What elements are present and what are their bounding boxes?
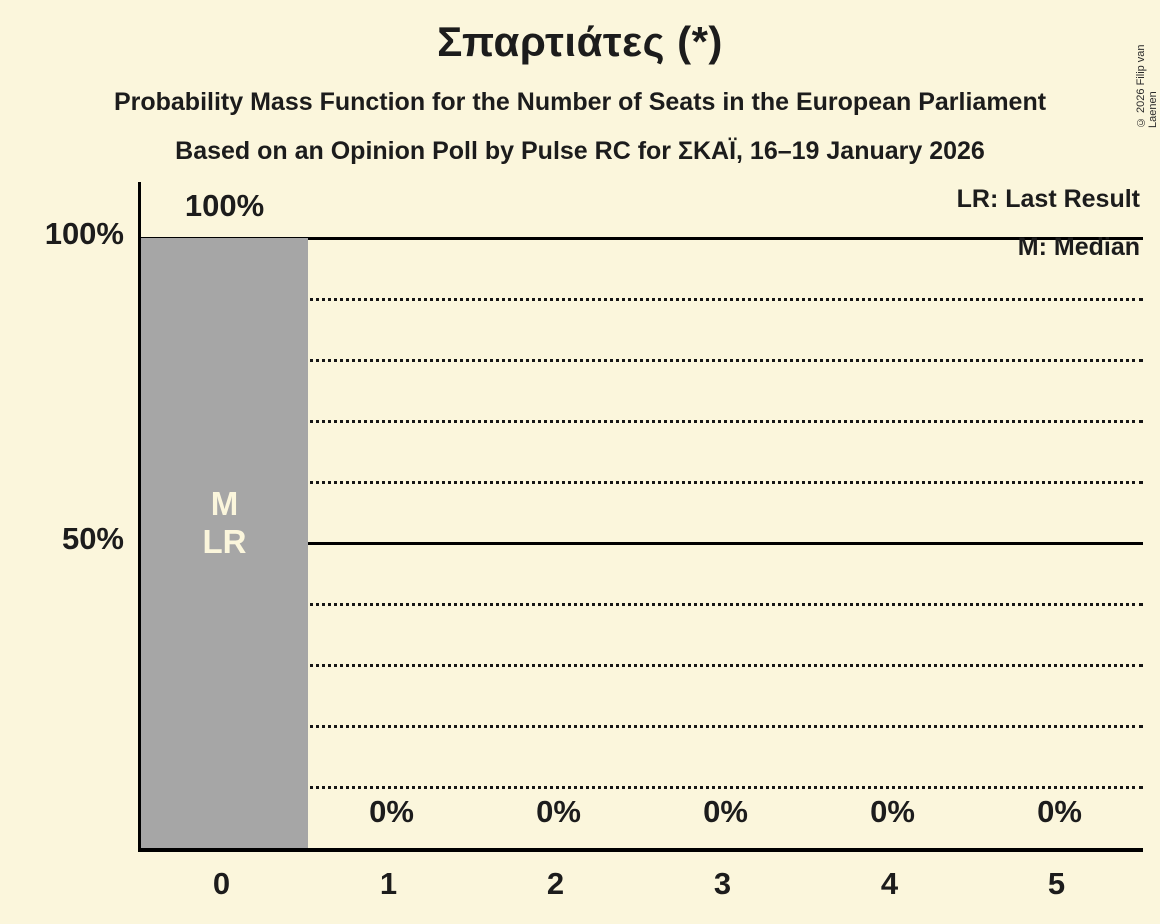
gridline-50pct	[141, 542, 1143, 545]
x-axis-tick-3: 3	[713, 866, 732, 901]
gridline-10pct	[141, 786, 1143, 789]
bar-value-label-1: 0%	[369, 794, 414, 829]
chart-title: Σπαρτιάτες (*)	[437, 18, 723, 65]
bar-value-label-0: 100%	[184, 188, 265, 223]
bar-value-label-3: 0%	[703, 794, 748, 829]
gridline-20pct	[141, 725, 1143, 728]
x-axis-tick-1: 1	[379, 866, 398, 901]
x-axis-tick-5: 5	[1047, 866, 1066, 901]
y-axis-tick-100: 100%	[44, 216, 124, 251]
bar-value-label-2: 0%	[536, 794, 581, 829]
gridline-30pct	[141, 664, 1143, 667]
legend: LR: Last Result M: Median	[957, 184, 1140, 262]
gridline-80pct	[141, 359, 1143, 362]
gridline-90pct	[141, 298, 1143, 301]
gridline-60pct	[141, 481, 1143, 484]
copyright-notice: © 2026 Filip van Laenen	[1135, 44, 1159, 128]
last-result-marker: LR	[202, 523, 247, 560]
gridline-100pct	[141, 237, 1143, 240]
median-marker: M	[210, 485, 239, 522]
legend-median: M: Median	[1017, 233, 1140, 261]
bar-value-label-5: 0%	[1037, 794, 1082, 829]
bar-seats-0: M LR	[141, 238, 308, 848]
gridline-70pct	[141, 420, 1143, 423]
chart-subtitle-line1: Probability Mass Function for the Number…	[113, 88, 1047, 116]
bar-value-label-4: 0%	[870, 794, 915, 829]
x-axis-tick-4: 4	[880, 866, 899, 901]
x-axis-tick-2: 2	[546, 866, 565, 901]
x-axis-tick-0: 0	[212, 866, 231, 901]
bar-median-last-result-annotation: M LR	[141, 485, 308, 561]
plot-area: M LR 100% 0% 0% 0% 0% 0%	[138, 182, 1143, 852]
chart-subtitle-line2: Based on an Opinion Poll by Pulse RC for…	[175, 137, 985, 165]
legend-last-result: LR: Last Result	[956, 185, 1140, 213]
gridline-40pct	[141, 603, 1143, 606]
y-axis-tick-50: 50%	[61, 521, 124, 556]
